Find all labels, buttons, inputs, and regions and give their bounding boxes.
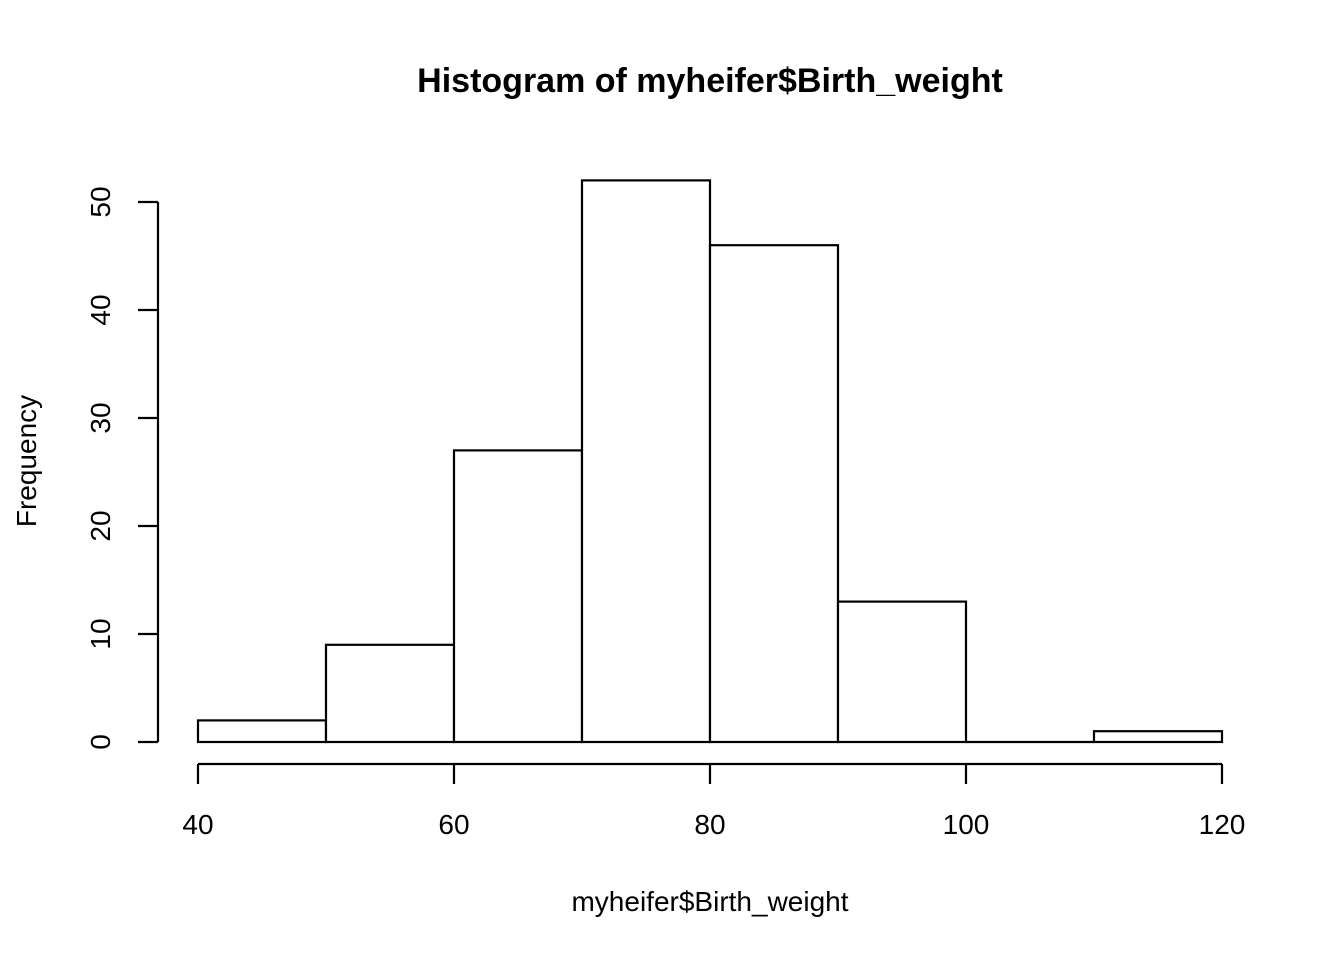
y-tick-label: 40 (85, 294, 116, 325)
x-tick-label: 120 (1199, 809, 1246, 840)
y-tick-label: 0 (85, 734, 116, 750)
y-tick-label: 10 (85, 618, 116, 649)
chart-title: Histogram of myheifer$Birth_weight (417, 62, 1003, 100)
histogram-bar-60-70 (452, 449, 584, 744)
histogram-bar-90-100 (836, 600, 968, 744)
x-axis: 40 60 80 100 120 (182, 762, 1246, 840)
x-axis-label: myheifer$Birth_weight (571, 886, 848, 917)
histogram-bar-80-90 (708, 244, 840, 744)
x-tick-label: 80 (694, 809, 725, 840)
histogram-bar-70-80 (580, 179, 712, 744)
x-tick-label: 100 (943, 809, 990, 840)
x-tick-label: 60 (438, 809, 469, 840)
histogram-bar-50-60 (324, 643, 456, 744)
y-tick-label: 20 (85, 510, 116, 541)
y-tick-label: 30 (85, 402, 116, 433)
y-tick-label: 50 (85, 186, 116, 217)
bars-group (196, 179, 1224, 744)
x-tick-label: 40 (182, 809, 213, 840)
y-axis: 0 10 20 30 40 50 (85, 186, 160, 750)
histogram-bar-110-120 (1092, 730, 1224, 744)
histogram-bar-40-50 (196, 719, 328, 744)
y-axis-label: Frequency (11, 395, 42, 527)
